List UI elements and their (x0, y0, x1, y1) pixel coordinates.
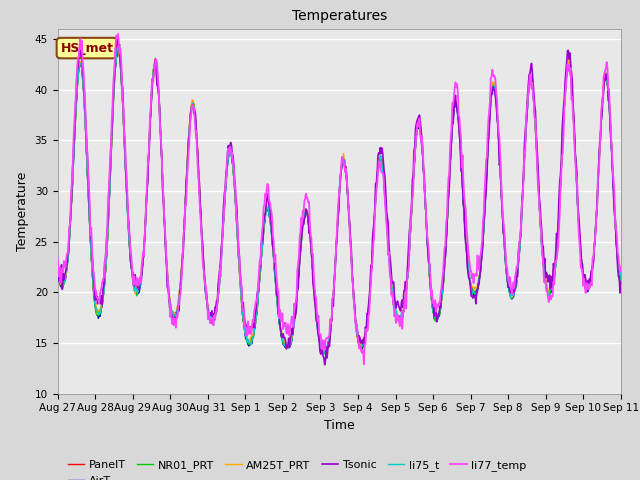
li75_t (426, 276, 433, 281)
Line: AM25T_PRT: AM25T_PRT (58, 45, 621, 353)
NR01_PRT (115, 45, 122, 50)
li77_temp (360, 361, 368, 367)
li75_t (64, 259, 72, 265)
AM25T_PRT (54, 265, 61, 271)
li75_t (617, 270, 625, 276)
Title: Temperatures: Temperatures (292, 10, 387, 24)
AirT (64, 255, 72, 261)
Tsonic (410, 172, 417, 178)
AirT (180, 232, 188, 238)
li77_temp (64, 251, 72, 256)
Tsonic (180, 238, 188, 244)
AirT (319, 351, 326, 357)
li75_t (410, 179, 417, 185)
li77_temp (410, 186, 417, 192)
NR01_PRT (180, 233, 188, 239)
AM25T_PRT (319, 350, 326, 356)
AirT (114, 44, 122, 50)
PanelT (180, 230, 188, 236)
PanelT (64, 259, 72, 264)
Legend: PanelT, AirT, NR01_PRT, AM25T_PRT, Tsonic, li75_t, li77_temp: PanelT, AirT, NR01_PRT, AM25T_PRT, Tsoni… (63, 456, 531, 480)
Line: NR01_PRT: NR01_PRT (58, 48, 621, 354)
li75_t (114, 43, 122, 48)
li75_t (123, 185, 131, 191)
NR01_PRT (210, 316, 218, 322)
Tsonic (113, 36, 121, 41)
Y-axis label: Temperature: Temperature (16, 171, 29, 251)
AirT (123, 188, 131, 194)
AM25T_PRT (123, 189, 131, 195)
Line: li75_t: li75_t (58, 46, 621, 354)
NR01_PRT (322, 351, 330, 357)
Tsonic (617, 279, 625, 285)
PanelT (410, 178, 417, 184)
AM25T_PRT (180, 228, 188, 234)
Tsonic (321, 362, 328, 368)
Tsonic (54, 264, 61, 270)
PanelT (54, 266, 61, 272)
li77_temp (114, 31, 122, 37)
AM25T_PRT (426, 275, 433, 280)
PanelT (114, 45, 122, 50)
NR01_PRT (64, 254, 72, 260)
PanelT (426, 275, 433, 280)
NR01_PRT (410, 179, 417, 185)
Line: li77_temp: li77_temp (58, 34, 621, 364)
Tsonic (123, 179, 131, 184)
PanelT (320, 350, 328, 356)
li75_t (54, 266, 61, 272)
Tsonic (64, 249, 72, 255)
NR01_PRT (123, 185, 131, 191)
li77_temp (617, 264, 625, 270)
AirT (426, 276, 433, 282)
AM25T_PRT (210, 316, 218, 322)
PanelT (210, 317, 218, 323)
NR01_PRT (54, 267, 61, 273)
li77_temp (426, 268, 433, 274)
Line: AirT: AirT (58, 47, 621, 354)
PanelT (617, 273, 625, 278)
li75_t (322, 351, 330, 357)
AirT (210, 317, 218, 323)
NR01_PRT (426, 275, 433, 280)
li77_temp (123, 170, 131, 176)
Tsonic (210, 311, 218, 317)
Line: PanelT: PanelT (58, 48, 621, 353)
li77_temp (180, 229, 188, 235)
NR01_PRT (617, 274, 625, 280)
li75_t (180, 234, 188, 240)
AM25T_PRT (113, 42, 121, 48)
li75_t (210, 313, 218, 319)
AM25T_PRT (617, 272, 625, 278)
Text: HS_met: HS_met (60, 42, 113, 55)
X-axis label: Time: Time (324, 419, 355, 432)
AirT (410, 178, 417, 184)
AirT (617, 276, 625, 281)
AM25T_PRT (64, 253, 72, 259)
Line: Tsonic: Tsonic (58, 38, 621, 365)
AM25T_PRT (410, 174, 417, 180)
Tsonic (426, 261, 433, 267)
PanelT (123, 188, 131, 193)
AirT (54, 266, 61, 272)
li77_temp (54, 255, 61, 261)
li77_temp (210, 323, 218, 328)
